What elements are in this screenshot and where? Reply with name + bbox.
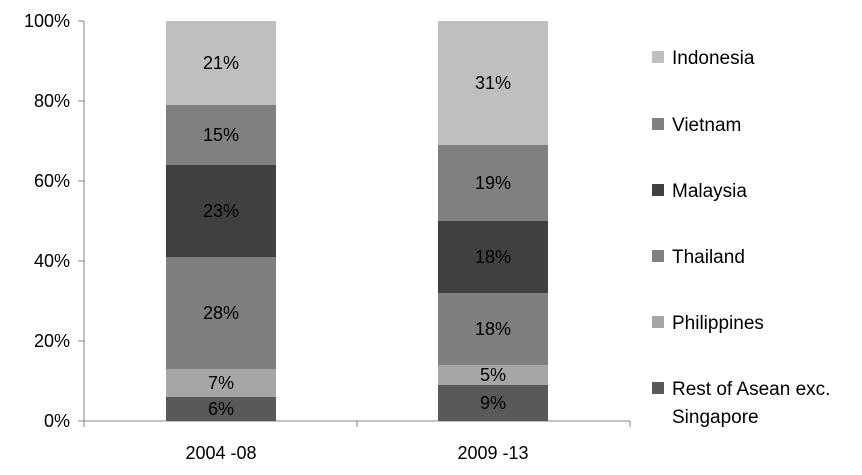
- data-label: 5%: [480, 365, 506, 385]
- bar-segment: [166, 165, 276, 257]
- data-label: 15%: [203, 125, 239, 145]
- legend-swatch: [652, 250, 664, 262]
- legend-swatch: [652, 51, 664, 63]
- bar-segment: [438, 293, 548, 365]
- x-tick-label: 2009 -13: [457, 443, 528, 463]
- data-label: 23%: [203, 201, 239, 221]
- bar-segment: [166, 257, 276, 369]
- legend-label: Thailand: [672, 247, 745, 268]
- legend-swatch: [652, 316, 664, 328]
- x-axis: 2004 -08 2009 -13: [83, 420, 631, 463]
- bar-segment: [438, 145, 548, 221]
- data-label: 7%: [208, 373, 234, 393]
- bar-segment: [438, 21, 548, 145]
- legend-label: Indonesia: [672, 48, 755, 69]
- bar-segment: [166, 21, 276, 105]
- legend-swatch: [652, 184, 664, 196]
- legend-label: Malaysia: [672, 181, 747, 202]
- data-label: 19%: [475, 173, 511, 193]
- x-tick-label: 2004 -08: [185, 443, 256, 463]
- y-tick-label: 0%: [44, 411, 70, 431]
- legend-label: Singapore: [672, 407, 759, 428]
- legend-swatch: [652, 118, 664, 130]
- data-label: 18%: [475, 247, 511, 267]
- legend-label: Vietnam: [672, 115, 741, 136]
- data-labels: 6% 7% 28% 23% 15% 21% 9% 5% 18% 18% 19% 31%: [203, 53, 511, 419]
- data-label: 18%: [475, 319, 511, 339]
- y-axis: 0% 20% 40% 60% 80% 100%: [24, 11, 85, 431]
- bar-segment: [166, 105, 276, 165]
- bar-segment: [438, 221, 548, 293]
- legend-label: Rest of Asean exc.: [672, 379, 830, 400]
- data-label: 28%: [203, 303, 239, 323]
- bars: [166, 21, 548, 421]
- y-tick-label: 100%: [24, 11, 70, 31]
- bar-segment: [438, 365, 548, 385]
- bar-segment: [166, 369, 276, 397]
- legend: Indonesia Vietnam Malaysia Thailand Philippi…: [652, 48, 830, 428]
- bar-segment: [438, 385, 548, 421]
- legend-label: Philippines: [672, 313, 764, 334]
- bar-segment: [166, 397, 276, 421]
- data-label: 31%: [475, 73, 511, 93]
- y-tick-label: 80%: [34, 91, 70, 111]
- data-label: 21%: [203, 53, 239, 73]
- y-tick-label: 60%: [34, 171, 70, 191]
- legend-swatch: [652, 382, 664, 394]
- y-tick-label: 40%: [34, 251, 70, 271]
- data-label: 9%: [480, 393, 506, 413]
- data-label: 6%: [208, 399, 234, 419]
- y-tick-label: 20%: [34, 331, 70, 351]
